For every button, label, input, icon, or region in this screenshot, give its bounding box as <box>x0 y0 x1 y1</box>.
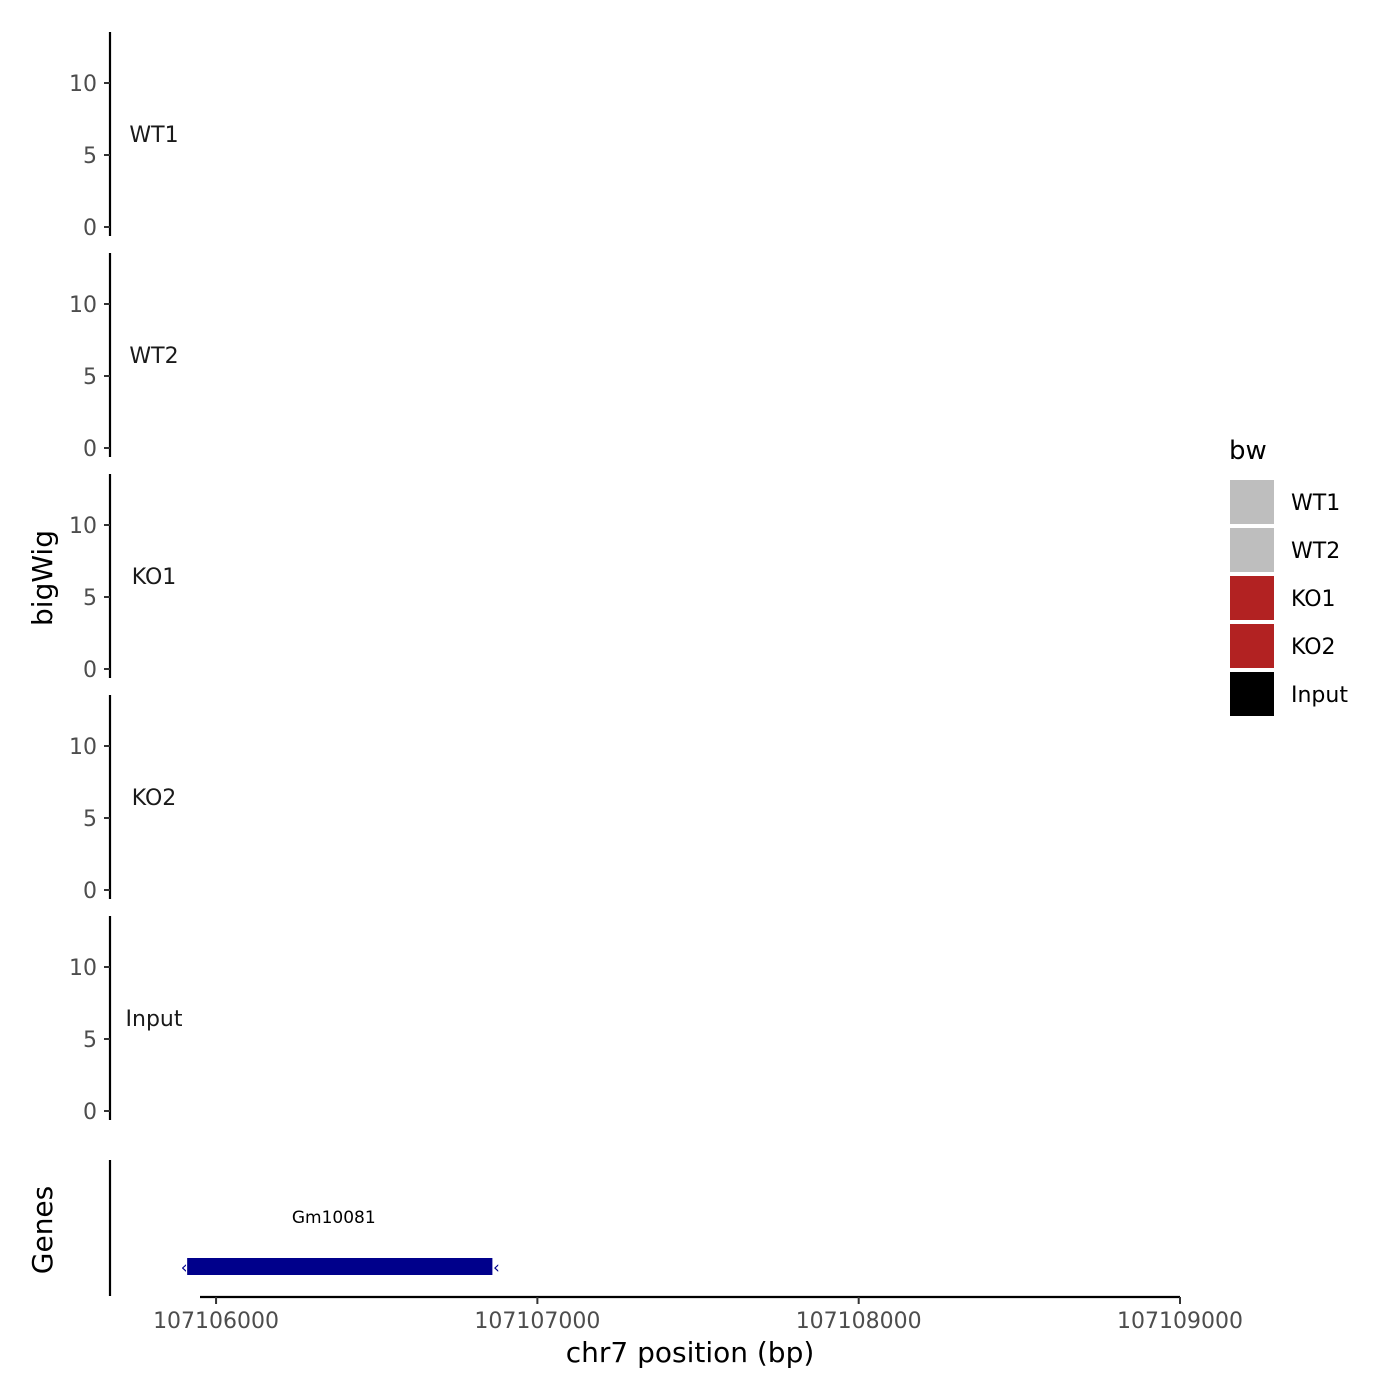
y-tick-label: 5 <box>83 1028 97 1053</box>
track-ko2: 0 5 10 KO2 <box>69 695 177 904</box>
x-axis-title: chr7 position (bp) <box>566 1336 815 1369</box>
track-wt1: 0 5 10 WT1 <box>69 32 179 241</box>
y-tick-label: 0 <box>83 216 97 241</box>
track-label: KO1 <box>132 565 177 590</box>
track-label: WT2 <box>129 344 178 369</box>
x-tick-label: 107108000 <box>796 1309 922 1334</box>
gene-strand-arrow-left: ‹ <box>181 1258 188 1278</box>
legend-label-ko1: KO1 <box>1291 587 1336 612</box>
legend: bw WT1 WT2 KO1 KO2 Input <box>1229 436 1348 716</box>
gene-label: Gm10081 <box>292 1208 376 1228</box>
legend-label-ko2: KO2 <box>1291 635 1336 660</box>
y-tick-label: 10 <box>69 956 97 981</box>
y-tick-label: 0 <box>83 879 97 904</box>
legend-label-wt1: WT1 <box>1291 491 1340 516</box>
y-tick-label: 5 <box>83 586 97 611</box>
track-label: KO2 <box>132 786 177 811</box>
gene-body <box>187 1258 493 1275</box>
legend-swatch-ko2 <box>1230 624 1274 668</box>
legend-swatch-wt2 <box>1230 528 1274 572</box>
legend-title: bw <box>1229 436 1267 466</box>
track-label: WT1 <box>129 123 178 148</box>
legend-swatch-wt1 <box>1230 480 1274 524</box>
y-tick-label: 5 <box>83 365 97 390</box>
genes-axis-title: Genes <box>26 1186 59 1274</box>
track-wt2: 0 5 10 WT2 <box>69 253 179 462</box>
y-tick-label: 0 <box>83 1100 97 1125</box>
track-label: Input <box>126 1007 183 1032</box>
legend-swatch-ko1 <box>1230 576 1274 620</box>
track-ko1: 0 5 10 KO1 <box>69 474 177 683</box>
x-tick-label: 107107000 <box>474 1309 600 1334</box>
y-tick-label: 0 <box>83 437 97 462</box>
x-axis: 107106000 107107000 107108000 107109000 <box>153 1295 1243 1334</box>
y-tick-label: 0 <box>83 658 97 683</box>
y-tick-label: 10 <box>69 72 97 97</box>
y-tick-label: 10 <box>69 735 97 760</box>
legend-label-wt2: WT2 <box>1291 539 1340 564</box>
legend-label-input: Input <box>1291 683 1348 708</box>
y-axis-title: bigWig <box>26 530 59 626</box>
track-panels: 0 5 10 WT1 0 5 10 WT2 0 5 10 KO1 0 5 10 KO2 0 5 10 Input <box>69 32 183 1125</box>
y-tick-label: 10 <box>69 514 97 539</box>
gene-strand-arrow-right: ‹ <box>493 1258 500 1278</box>
genes-panel: ‹ ‹ Gm10081 <box>108 1160 500 1296</box>
y-tick-label: 5 <box>83 807 97 832</box>
legend-swatch-input <box>1230 672 1274 716</box>
x-tick-label: 107109000 <box>1117 1309 1243 1334</box>
track-input: 0 5 10 Input <box>69 916 183 1125</box>
y-tick-label: 10 <box>69 293 97 318</box>
x-tick-label: 107106000 <box>153 1309 279 1334</box>
y-tick-label: 5 <box>83 144 97 169</box>
